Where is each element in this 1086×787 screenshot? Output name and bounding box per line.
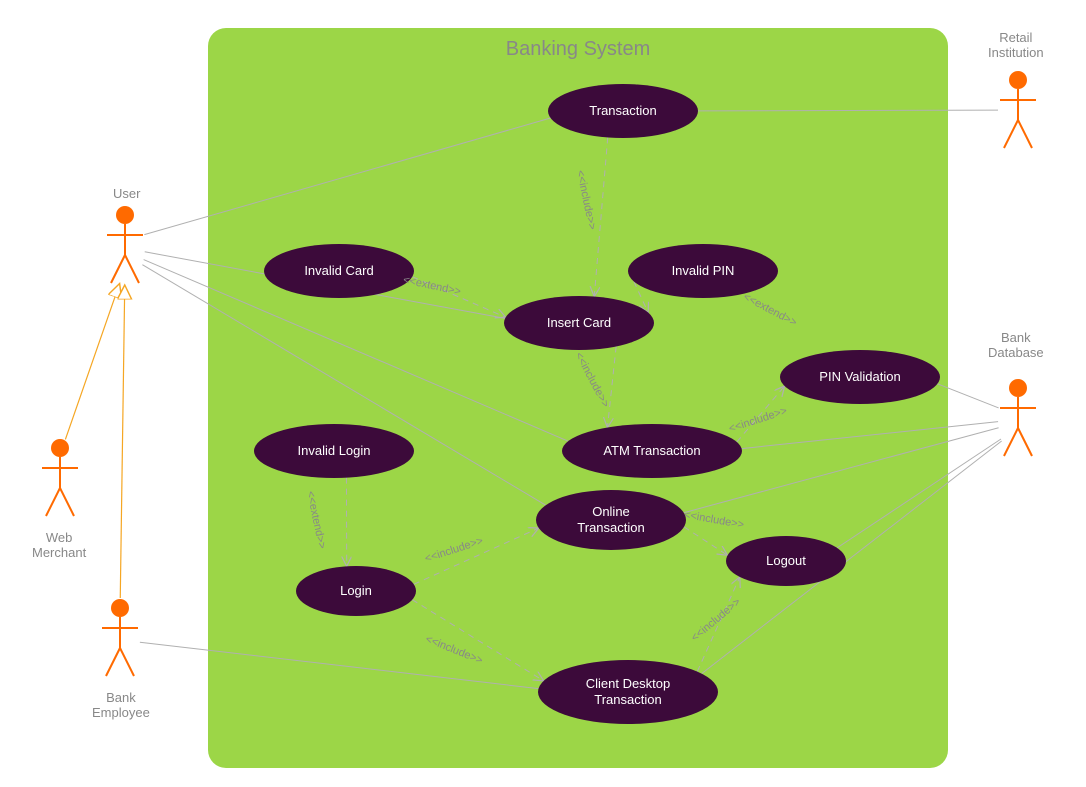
actor-label-retail-inst: RetailInstitution — [988, 30, 1044, 60]
system-title: Banking System — [488, 38, 668, 61]
actor-label-bank-employee: BankEmployee — [92, 690, 150, 720]
usecase-invalid-pin: Invalid PIN — [628, 244, 778, 298]
diagram-canvas: Banking System Transaction Invalid Card In… — [0, 0, 1086, 787]
actor-retail-inst — [998, 70, 1038, 157]
usecase-client-desktop: Client DesktopTransaction — [538, 660, 718, 724]
usecase-online-transaction: OnlineTransaction — [536, 490, 686, 550]
stick-figure-icon — [40, 438, 80, 520]
usecase-login: Login — [296, 566, 416, 616]
usecase-insert-card: Insert Card — [504, 296, 654, 350]
usecase-pin-validation: PIN Validation — [780, 350, 940, 404]
stick-figure-icon — [998, 70, 1038, 152]
usecase-invalid-login: Invalid Login — [254, 424, 414, 478]
actor-label-user: User — [113, 186, 140, 201]
actor-label-bank-db: BankDatabase — [988, 330, 1044, 360]
stick-figure-icon — [100, 598, 140, 680]
actor-web-merchant — [40, 438, 80, 525]
stick-figure-icon — [105, 205, 145, 287]
usecase-transaction: Transaction — [548, 84, 698, 138]
actor-label-web-merchant: WebMerchant — [32, 530, 86, 560]
stick-figure-icon — [998, 378, 1038, 460]
actor-user — [105, 205, 145, 292]
usecase-atm-transaction: ATM Transaction — [562, 424, 742, 478]
actor-bank-db — [998, 378, 1038, 465]
usecase-logout: Logout — [726, 536, 846, 586]
actor-bank-employee — [100, 598, 140, 685]
usecase-invalid-card: Invalid Card — [264, 244, 414, 298]
